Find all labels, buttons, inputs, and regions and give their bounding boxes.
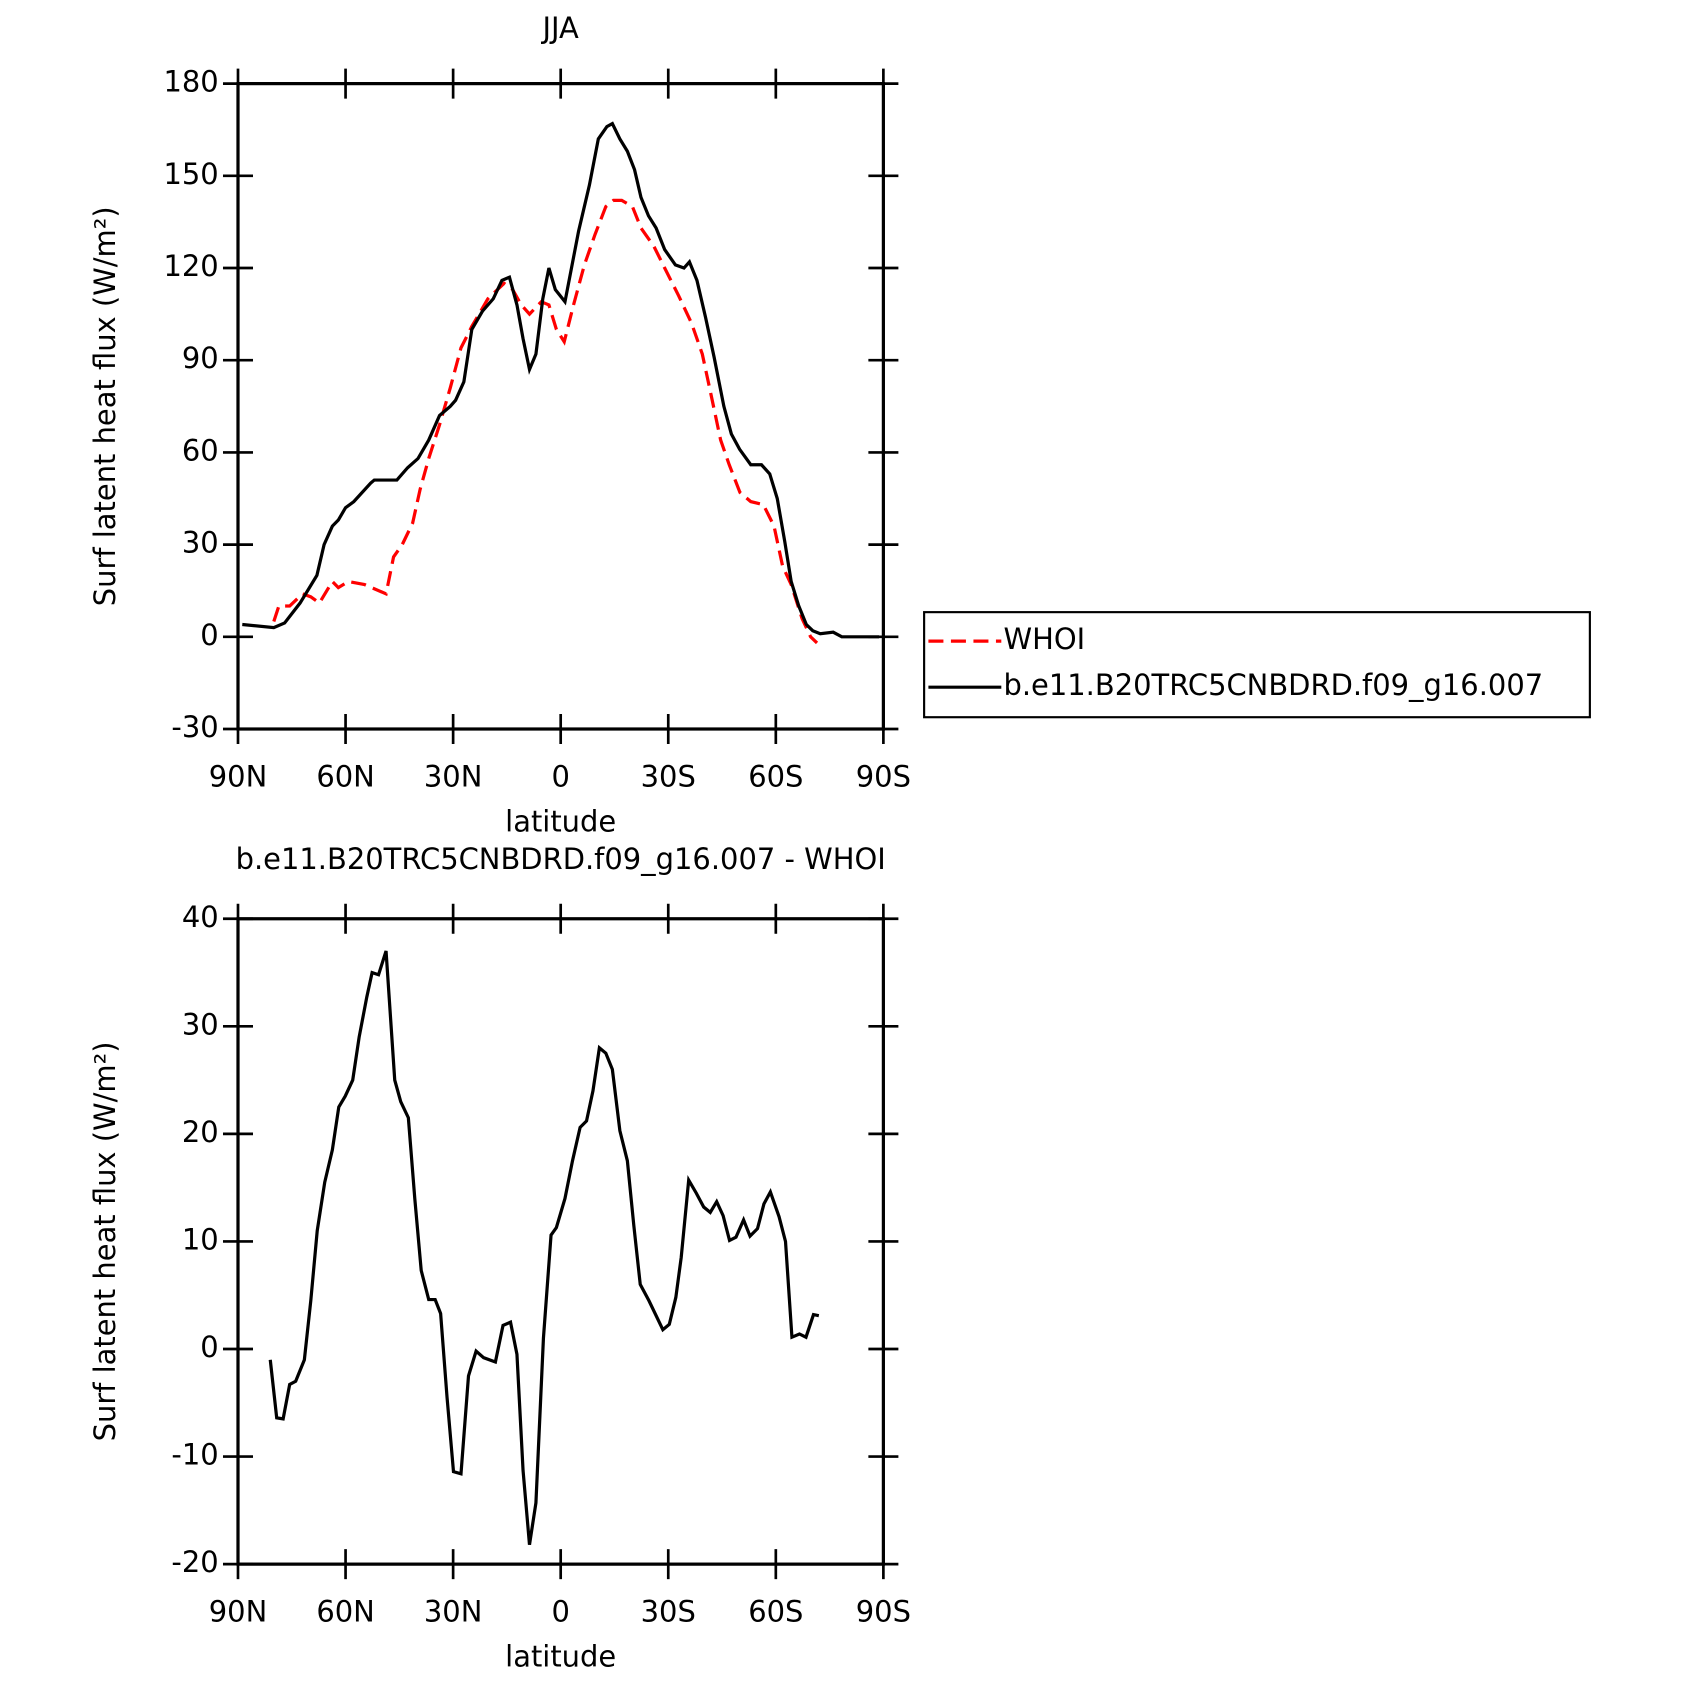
legend-label: b.e11.B20TRC5CNBDRD.f09_g16.007 [1003,668,1543,702]
x-tick-label: 60N [316,759,374,793]
y-tick-label: 30 [182,526,219,560]
plot-frame [236,82,885,731]
x-tick-label: 90S [856,759,911,793]
chart-title: JJA [541,11,580,45]
y-tick-label: 40 [182,900,219,934]
x-tick-label: 30S [641,1594,696,1628]
legend-box [923,611,1591,719]
x-tick-label: 90N [209,759,267,793]
y-tick-label: 20 [182,1115,219,1149]
y-tick-label: 120 [163,249,218,283]
x-tick-label: 30N [424,1594,482,1628]
x-tick-label: 90N [209,1594,267,1628]
chart-title: b.e11.B20TRC5CNBDRD.f09_g16.007 - WHOI [236,842,886,876]
y-tick-label: 30 [182,1007,219,1041]
y-tick-label: 180 [163,65,218,99]
y-tick-label: 0 [200,1330,218,1364]
y-tick-label: 10 [182,1222,219,1256]
y-axis-label: Surf latent heat flux (W/m²) [88,206,122,606]
y-tick-label: -20 [171,1545,218,1579]
series-line [268,950,820,1545]
x-tick-label: 60S [748,1594,803,1628]
legend-label: WHOI [1003,622,1085,656]
y-tick-label: 60 [182,433,219,467]
y-tick-label: 0 [200,618,218,652]
y-tick-label: -10 [171,1438,218,1472]
y-tick-label: 90 [182,341,219,375]
x-tick-label: 0 [551,1594,569,1628]
x-tick-label: 60S [748,759,803,793]
x-tick-label: 90S [856,1594,911,1628]
series-line [242,121,880,639]
x-tick-label: 30N [424,759,482,793]
y-axis-label: Surf latent heat flux (W/m²) [88,1042,122,1442]
x-tick-label: 0 [551,759,569,793]
x-tick-label: 60N [316,1594,374,1628]
x-axis-label: latitude [505,804,616,838]
y-tick-label: -30 [171,710,218,744]
x-tick-label: 30S [641,759,696,793]
series-line [272,198,819,645]
x-axis-label: latitude [505,1639,616,1673]
y-tick-label: 150 [163,157,218,191]
